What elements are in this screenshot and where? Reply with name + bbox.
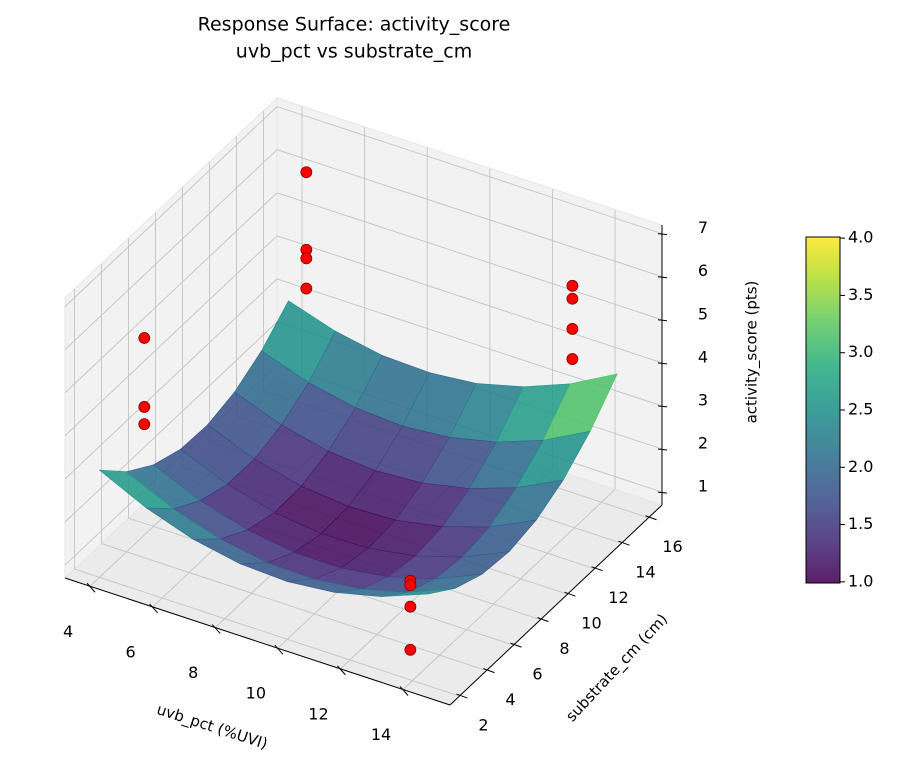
- colorbar-gradient: [805, 236, 841, 584]
- x-tick: [274, 644, 284, 655]
- y-tick: [483, 668, 495, 674]
- grid-line: [64, 321, 278, 523]
- scatter-point: [138, 401, 151, 413]
- scatter-point: [300, 282, 313, 295]
- scatter-point: [566, 353, 579, 365]
- grid-line: [402, 489, 616, 690]
- z-tick-label: 1: [698, 477, 708, 496]
- grid-line: [64, 192, 278, 394]
- scatter-point: [404, 600, 417, 613]
- colorbar-tick-label: 1.0: [848, 571, 873, 590]
- z-axis-label: activity_score (pts): [743, 281, 762, 424]
- colorbar-tick-label: 1.5: [848, 514, 873, 533]
- colorbar-tick-label: 2.5: [848, 400, 873, 419]
- scatter-point: [404, 643, 417, 656]
- y-tick: [591, 566, 603, 572]
- x-tick-label: 8: [188, 663, 198, 682]
- scatter-points: [138, 166, 579, 656]
- y-tick: [564, 591, 576, 597]
- grid-line: [276, 235, 663, 364]
- y-tick-label: 4: [505, 690, 515, 709]
- y-tick-label: 10: [581, 614, 601, 633]
- colorbar-tick-label: 3.0: [848, 342, 873, 361]
- x-axis-label: uvb_pct (%UVI): [154, 700, 270, 754]
- colorbar-tick-label: 4.0: [848, 228, 873, 247]
- scatter-point: [404, 579, 417, 592]
- y-tick: [645, 515, 657, 521]
- y-axis-line: [449, 504, 663, 706]
- scatter-point: [138, 418, 151, 431]
- colorbar: 1.0 1.5 2.0 2.5 3.0 3.5 4.0: [805, 228, 873, 590]
- z-tick: [657, 319, 668, 322]
- grid-line: [74, 568, 460, 697]
- surface: [98, 300, 618, 597]
- x-axis-line: [64, 577, 451, 706]
- x-tick-label: 4: [63, 622, 73, 641]
- y-tick-label: 14: [635, 563, 655, 582]
- z-tick: [657, 276, 668, 279]
- scatter-point: [300, 252, 313, 265]
- colorbar-tick-label: 3.5: [848, 285, 873, 304]
- z-tick: [657, 233, 668, 236]
- x-tick: [86, 582, 96, 593]
- x-tick: [211, 624, 221, 634]
- z-tick: [657, 362, 668, 365]
- grid-line: [64, 106, 278, 307]
- y-tick: [456, 693, 468, 699]
- y-tick: [618, 540, 630, 546]
- y-tick-label: 16: [662, 537, 682, 556]
- grid-line: [64, 278, 278, 480]
- x-tick-label: 14: [371, 725, 391, 744]
- scatter-point: [566, 279, 579, 292]
- z-tick-label: 4: [698, 347, 708, 366]
- grid-line: [101, 543, 487, 672]
- y-tick: [510, 642, 522, 648]
- x-tick-label: 10: [246, 684, 266, 703]
- z-tick-label: 3: [698, 390, 708, 409]
- y-tick-label: 12: [608, 588, 628, 607]
- colorbar-tick-label: 2.0: [848, 457, 873, 476]
- chart-subtitle: uvb_pct vs substrate_cm: [236, 41, 472, 63]
- grid-line: [276, 192, 663, 321]
- y-tick-label: 6: [532, 665, 542, 684]
- y-tick-label: 8: [559, 639, 569, 658]
- scatter-point: [566, 323, 579, 335]
- scatter-point: [138, 332, 151, 344]
- x-tick: [149, 603, 159, 614]
- scatter-point: [566, 292, 579, 305]
- y-tick: [537, 617, 549, 623]
- scatter-point: [300, 166, 313, 179]
- z-tick-label: 7: [698, 218, 708, 237]
- z-tick: [657, 448, 668, 451]
- z-tick: [657, 491, 668, 494]
- z-tick-label: 2: [698, 434, 708, 453]
- x-tick-label: 12: [308, 704, 328, 723]
- x-tick: [399, 686, 409, 696]
- chart-title: Response Surface: activity_score: [198, 14, 511, 36]
- z-tick-label: 5: [698, 304, 708, 323]
- z-tick: [657, 405, 668, 408]
- y-tick-label: 2: [478, 716, 488, 735]
- grid-line: [64, 149, 278, 351]
- z-tick-label: 6: [698, 261, 708, 280]
- grid-line: [276, 149, 663, 278]
- y-axis-label: substrate_cm (cm): [562, 610, 672, 726]
- grid-line: [64, 235, 278, 437]
- grid-line: [276, 106, 663, 235]
- x-tick: [337, 665, 346, 676]
- x-tick-label: 6: [126, 642, 136, 661]
- surface-patch: [381, 588, 456, 597]
